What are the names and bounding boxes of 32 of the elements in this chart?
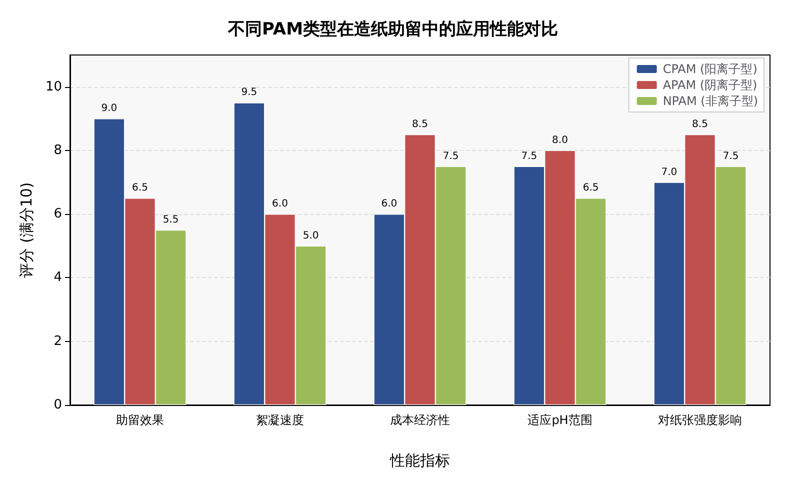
data-label: 7.5 <box>722 150 739 162</box>
x-tick-label: 絮凝速度 <box>256 413 304 427</box>
y-axis-title: 评分 (满分10) <box>18 182 36 278</box>
x-tick-label: 助留效果 <box>116 413 164 427</box>
y-tick-label: 8 <box>54 142 62 158</box>
data-label: 6.0 <box>381 198 398 210</box>
data-label: 7.0 <box>661 166 678 178</box>
legend-label: CPAM (阳离子型) <box>662 62 758 76</box>
data-label: 5.0 <box>302 230 319 242</box>
data-label: 7.5 <box>521 150 538 162</box>
data-label: 8.0 <box>552 134 568 146</box>
y-tick-label: 10 <box>45 79 62 94</box>
x-tick-label: 对纸张强度影响 <box>658 413 742 427</box>
data-label: 6.5 <box>582 182 599 194</box>
legend-label: NPAM (非离子型) <box>662 94 758 108</box>
legend-label: APAM (阴离子型) <box>662 78 758 92</box>
data-label: 8.5 <box>692 119 708 130</box>
data-label: 9.5 <box>241 87 258 98</box>
y-tick-label: 4 <box>54 270 62 286</box>
data-label: 6.0 <box>272 198 288 210</box>
chart-title: 不同PAM类型在造纸助留中的应用性能对比 <box>227 20 558 40</box>
y-tick-label: 6 <box>54 206 62 222</box>
data-label: 7.5 <box>442 150 459 162</box>
y-tick-label: 0 <box>54 398 62 412</box>
y-tick-label: 2 <box>54 334 62 349</box>
data-label: 5.5 <box>162 214 179 226</box>
data-label: 8.5 <box>412 119 428 130</box>
x-tick-label: 适应pH范围 <box>528 413 592 427</box>
x-tick-label: 成本经济性 <box>390 413 450 427</box>
data-label: 6.5 <box>132 182 148 194</box>
data-label: 9.0 <box>101 103 118 114</box>
x-axis-title: 性能指标 <box>389 452 450 470</box>
